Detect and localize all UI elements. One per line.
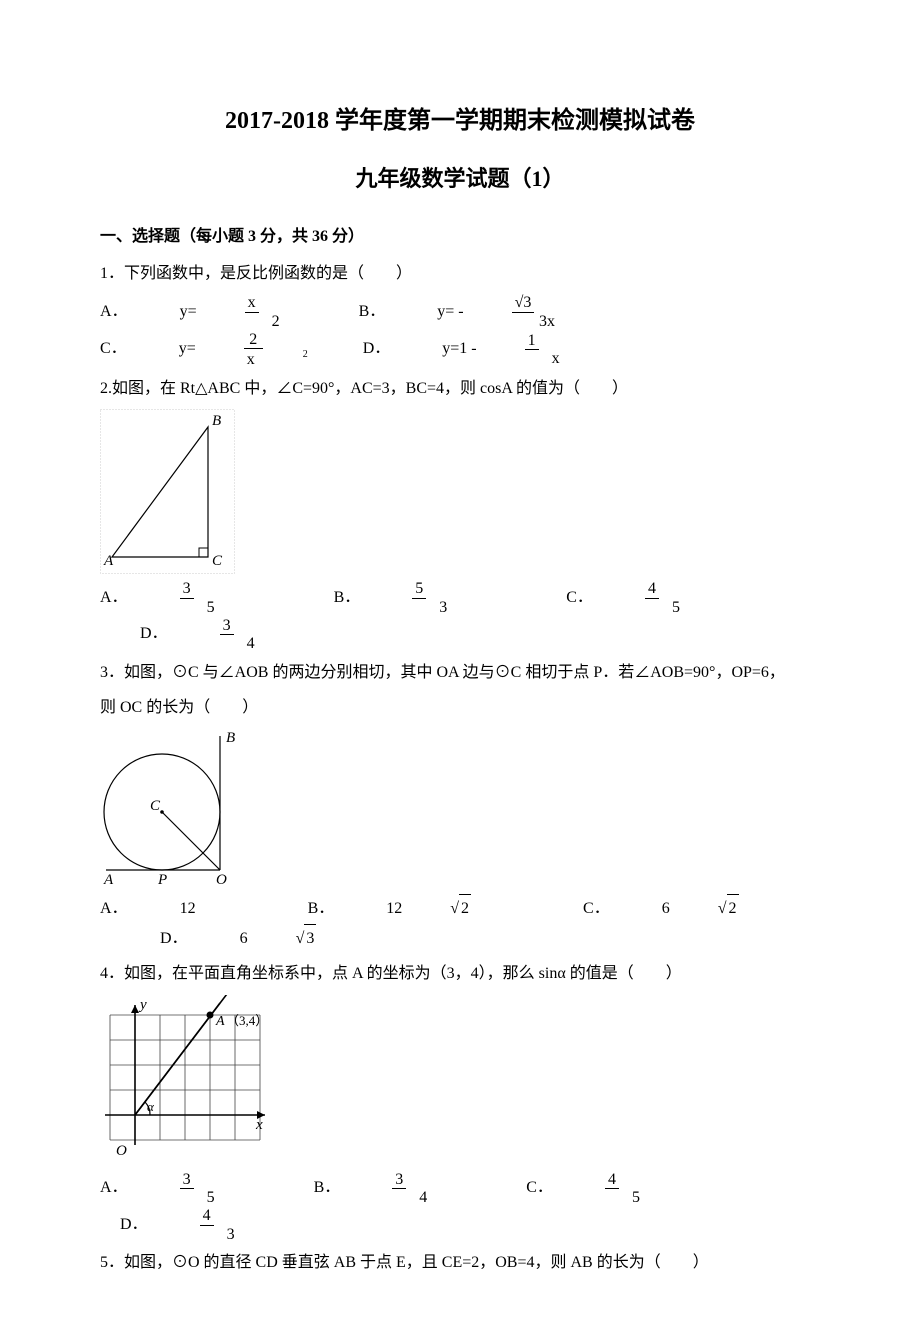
svg-text:O: O: [116, 1143, 127, 1159]
q3-opt-a: A． 12: [100, 895, 196, 924]
svg-text:α: α: [147, 1099, 155, 1114]
svg-text:A: A: [103, 872, 114, 888]
q3-opt-b: B． 122: [308, 894, 471, 924]
q2-opt-b: B． 53: [334, 580, 475, 616]
q2-opt-a: A． 35: [100, 580, 242, 616]
q4-opt-b: B． 34: [314, 1171, 455, 1207]
q4-opt-a: A． 35: [100, 1171, 242, 1207]
q2-opt-d: D． 34: [140, 617, 282, 653]
q2-figure: A B C: [100, 409, 235, 574]
svg-text:P: P: [157, 872, 167, 888]
svg-text:O: O: [216, 872, 227, 888]
question-3-line1: 3．如图，⊙C 与∠AOB 的两边分别相切，其中 OA 边与⊙C 相切于点 P．…: [100, 659, 820, 688]
q1-opt-d: D． y=1 - 1x: [363, 332, 587, 368]
question-5: 5．如图，⊙O 的直径 CD 垂直弦 AB 于点 E，且 CE=2，OB=4，则…: [100, 1249, 820, 1278]
svg-text:C: C: [150, 798, 161, 814]
svg-text:C: C: [212, 553, 223, 569]
q3-opt-d: D． 63: [160, 924, 316, 954]
q1-opt-b: B． y= -√33x: [359, 294, 583, 330]
q4-figure: α O x y A （3,4）: [100, 995, 270, 1165]
question-4-options: A． 35 B． 34 C． 45 D． 43: [100, 1171, 820, 1243]
q4-opt-d: D． 43: [120, 1207, 262, 1243]
q3-opt-c: C． 62: [583, 894, 738, 924]
q1-opt-c: C． y=2x2: [100, 331, 311, 369]
section-heading: 一、选择题（每小题 3 分，共 36 分）: [100, 223, 820, 252]
svg-text:y: y: [138, 997, 147, 1013]
q2-opt-c: C． 45: [566, 580, 707, 616]
question-4: 4．如图，在平面直角坐标系中，点 A 的坐标为（3，4），那么 sinα 的值是…: [100, 960, 820, 989]
question-3-line2: 则 OC 的长为（ ）: [100, 694, 820, 723]
svg-text:（3,4）: （3,4）: [226, 1013, 268, 1028]
svg-text:A: A: [215, 1014, 225, 1029]
page-title: 2017-2018 学年度第一学期期末检测模拟试卷: [100, 100, 820, 143]
question-1: 1．下列函数中，是反比例函数的是（ ）: [100, 260, 820, 289]
question-2: 2.如图，在 Rt△ABC 中，∠C=90°，AC=3，BC=4，则 cosA …: [100, 375, 820, 404]
svg-text:A: A: [103, 553, 114, 569]
q1-opt-a: A． y=x2: [100, 294, 307, 330]
q4-opt-c: C． 45: [526, 1171, 667, 1207]
q3-figure: C A P O B: [100, 728, 240, 888]
svg-text:x: x: [255, 1117, 263, 1133]
question-1-options: A． y=x2 B． y= -√33x C． y=2x2 D． y=1 - 1x: [100, 294, 820, 368]
page-subtitle: 九年级数学试题（1）: [100, 159, 820, 199]
question-2-options: A． 35 B． 53 C． 45 D． 34: [100, 580, 820, 652]
svg-text:B: B: [226, 730, 235, 746]
svg-text:B: B: [212, 413, 221, 429]
question-3-options: A． 12 B． 122 C． 62 D． 63: [100, 894, 820, 954]
